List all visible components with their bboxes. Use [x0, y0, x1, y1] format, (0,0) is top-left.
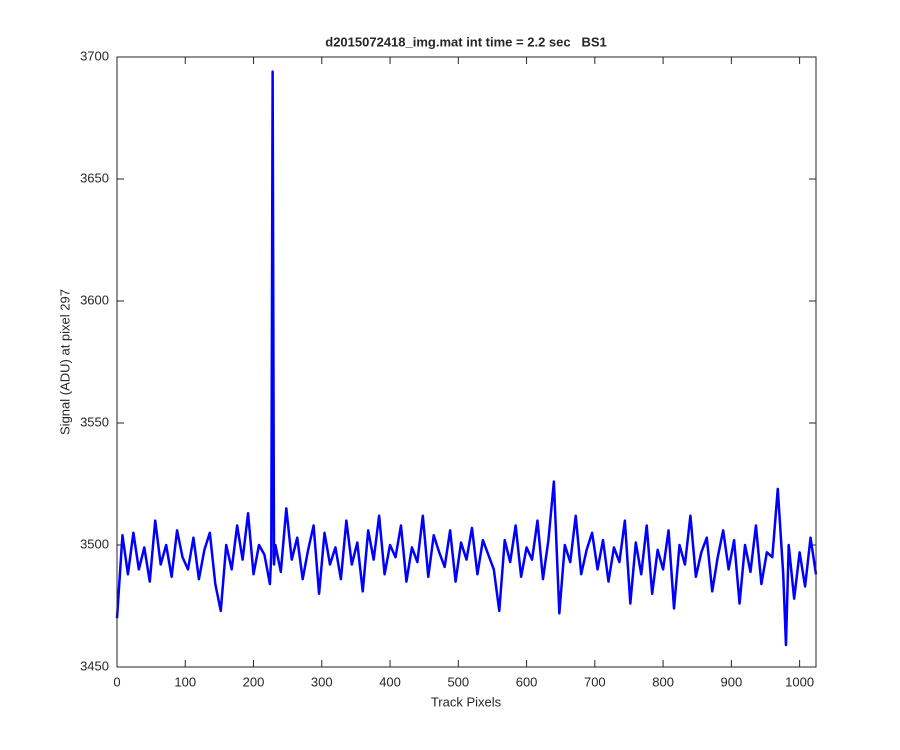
y-tick-label: 3600: [80, 292, 109, 307]
x-tick-label: 900: [721, 674, 743, 689]
x-tick-label: 500: [447, 674, 469, 689]
plot-frame: [116, 56, 817, 668]
x-tick-label: 100: [174, 674, 196, 689]
y-axis-label: Signal (ADU) at pixel 297: [57, 289, 72, 435]
x-tick-label: 300: [311, 674, 333, 689]
y-tick-label: 3550: [80, 414, 109, 429]
y-tick-label: 3450: [80, 658, 109, 673]
x-tick-label: 700: [584, 674, 606, 689]
y-tick-label: 3650: [80, 170, 109, 185]
x-tick-label: 600: [516, 674, 538, 689]
x-tick-label: 0: [113, 674, 120, 689]
data-line: [115, 70, 818, 647]
x-tick-label: 200: [243, 674, 265, 689]
x-tick-label: 400: [379, 674, 401, 689]
x-tick-label: 800: [652, 674, 674, 689]
y-tick-label: 3500: [80, 536, 109, 551]
x-tick-label: 1000: [785, 674, 814, 689]
y-tick-label: 3700: [80, 48, 109, 63]
chart-title: d2015072418_img.mat int time = 2.2 sec B…: [325, 34, 606, 49]
x-axis-label: Track Pixels: [431, 694, 502, 709]
